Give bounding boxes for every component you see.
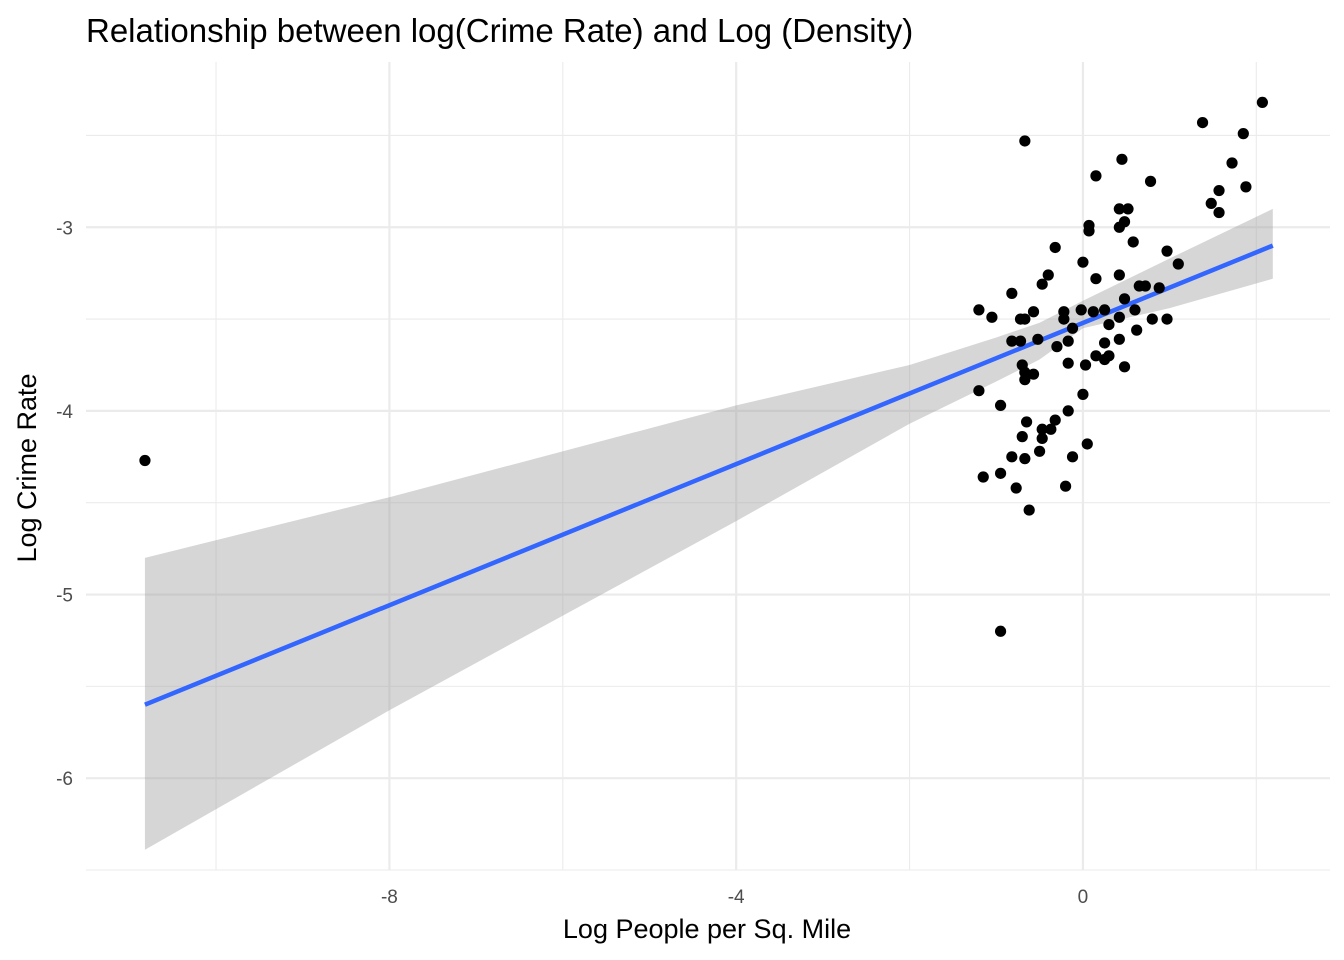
chart-title: Relationship between log(Crime Rate) and… xyxy=(86,12,913,49)
data-point xyxy=(1090,350,1102,362)
data-point xyxy=(1049,414,1061,426)
confidence-band xyxy=(144,208,1273,850)
data-point xyxy=(1226,157,1238,169)
data-point xyxy=(1019,453,1031,465)
data-point xyxy=(1042,269,1054,281)
data-point xyxy=(1010,482,1022,494)
data-point xyxy=(1027,368,1040,380)
data-point xyxy=(1006,451,1018,463)
data-point xyxy=(1113,269,1125,281)
data-point xyxy=(1033,445,1046,457)
data-point xyxy=(1083,225,1095,237)
data-point xyxy=(1051,341,1063,353)
x-tick-label: -4 xyxy=(728,887,745,908)
data-point xyxy=(1081,438,1093,450)
data-point xyxy=(1062,405,1074,417)
data-point xyxy=(1077,256,1089,268)
data-point xyxy=(986,311,998,323)
x-axis-title: Log People per Sq. Mile xyxy=(563,914,851,944)
data-points xyxy=(139,96,1268,637)
data-point xyxy=(1113,311,1125,323)
regression-line xyxy=(144,243,1274,707)
data-point xyxy=(1087,306,1099,318)
data-point xyxy=(973,385,985,397)
data-point xyxy=(1058,313,1070,325)
data-point xyxy=(1237,128,1249,140)
y-tick-label: -6 xyxy=(56,769,73,790)
data-point xyxy=(1205,197,1217,209)
data-point xyxy=(1118,216,1131,228)
y-tick-label: -3 xyxy=(56,218,73,239)
data-point xyxy=(1066,451,1079,463)
data-point xyxy=(1099,304,1111,316)
data-point xyxy=(1146,313,1158,325)
data-point xyxy=(1062,335,1074,347)
data-point xyxy=(1113,333,1125,345)
x-tick-label: 0 xyxy=(1078,887,1089,908)
data-point xyxy=(1131,324,1143,336)
data-point xyxy=(973,304,985,316)
data-point xyxy=(1049,241,1061,254)
data-point xyxy=(1066,322,1079,334)
data-point xyxy=(1099,337,1111,349)
data-point xyxy=(1079,359,1092,371)
data-point xyxy=(1172,258,1184,270)
data-point xyxy=(1116,153,1128,165)
data-point xyxy=(1118,293,1131,305)
data-point xyxy=(1240,181,1252,193)
data-point xyxy=(1139,280,1151,292)
data-point xyxy=(1103,319,1115,331)
data-point xyxy=(1213,206,1225,219)
data-point xyxy=(1144,175,1157,187)
data-point xyxy=(1075,304,1087,316)
data-point xyxy=(1213,184,1225,197)
data-point xyxy=(1006,287,1018,299)
y-tick-label: -5 xyxy=(56,586,73,607)
data-point xyxy=(1019,313,1031,325)
data-point xyxy=(1090,170,1102,182)
data-point xyxy=(1161,313,1173,325)
data-point xyxy=(1023,504,1035,516)
fit-line xyxy=(144,243,1274,707)
data-point xyxy=(1036,278,1048,290)
data-point xyxy=(1129,304,1141,316)
data-point xyxy=(1014,335,1027,347)
data-point xyxy=(1090,273,1102,285)
x-axis-ticks: -8 -4 0 xyxy=(381,887,1088,908)
confidence-band-area xyxy=(144,208,1273,850)
data-point xyxy=(1020,416,1033,428)
data-point xyxy=(1036,423,1048,435)
data-point xyxy=(1127,236,1139,248)
data-point xyxy=(1006,335,1018,347)
data-point xyxy=(1161,245,1173,257)
data-point xyxy=(1113,203,1125,215)
data-point xyxy=(1059,480,1072,492)
data-point xyxy=(1122,203,1134,215)
data-point xyxy=(1077,388,1089,400)
data-point xyxy=(1045,423,1057,435)
data-point xyxy=(1036,432,1048,445)
data-point xyxy=(994,467,1007,479)
data-point xyxy=(1196,117,1209,129)
data-point xyxy=(1019,135,1031,147)
data-point xyxy=(994,625,1007,637)
data-point xyxy=(1016,431,1028,443)
plot-grid xyxy=(86,62,1330,871)
data-point xyxy=(977,471,989,483)
data-point xyxy=(1118,361,1131,373)
y-axis-title: Log Crime Rate xyxy=(12,373,42,562)
y-tick-label: -4 xyxy=(56,402,73,423)
data-point xyxy=(1153,282,1165,294)
data-point xyxy=(139,454,151,467)
data-point xyxy=(1032,333,1044,345)
data-point xyxy=(1256,96,1268,108)
y-axis-ticks: -6 -5 -4 -3 xyxy=(56,218,73,790)
data-point xyxy=(1027,306,1040,318)
data-point xyxy=(1019,374,1031,386)
x-tick-label: -8 xyxy=(381,887,398,908)
data-point xyxy=(1099,353,1111,366)
data-point xyxy=(994,399,1007,411)
data-point xyxy=(1062,357,1074,369)
